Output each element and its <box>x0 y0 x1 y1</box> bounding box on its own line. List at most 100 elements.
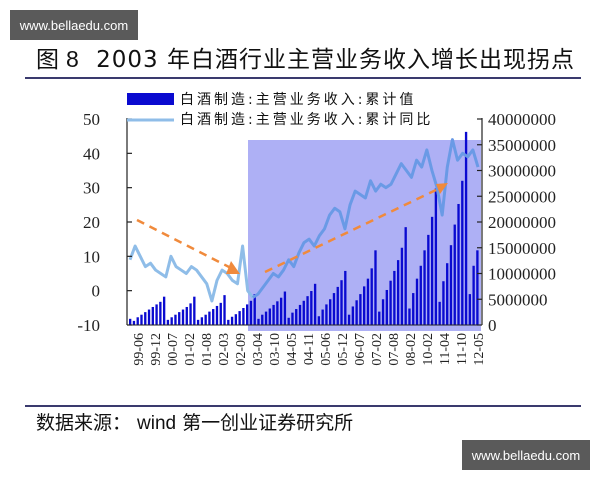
bar <box>336 286 339 325</box>
bar <box>276 301 279 325</box>
right-tick-label: 0 <box>488 316 497 335</box>
bar <box>457 203 460 325</box>
bar <box>193 296 196 325</box>
legend-bar-label: 白酒制造:主营业务收入:累计值 <box>180 92 416 108</box>
bar <box>234 314 238 325</box>
up-arrow-head <box>436 183 448 194</box>
bar <box>340 280 343 325</box>
x-tick-label: 02-09 <box>234 333 249 366</box>
bar <box>264 311 268 325</box>
line-series-pre <box>128 244 255 303</box>
x-tick-label: 04-05 <box>285 333 300 366</box>
bar <box>249 300 253 325</box>
source-org: 第一创业证券研究所 <box>182 412 354 434</box>
bar <box>283 291 287 325</box>
x-tick-label: 07-02 <box>370 333 385 366</box>
bar <box>227 319 230 325</box>
x-tick-label: 10-02 <box>421 333 436 366</box>
left-tick-label: 0 <box>92 282 101 301</box>
figure-label: 图 <box>36 47 60 73</box>
x-tick-label: 05-12 <box>336 333 351 366</box>
bar <box>347 314 351 325</box>
bar <box>279 297 283 325</box>
legend-line-label: 白酒制造:主营业务收入:累计同比 <box>180 112 433 128</box>
left-axis-ticks: 50 40 30 20 10 0 -10 <box>77 110 132 335</box>
bar <box>363 286 366 325</box>
x-tick-label: 99-12 <box>149 333 164 366</box>
bar <box>268 308 271 325</box>
bar <box>355 300 358 325</box>
bar <box>291 312 294 325</box>
source-rule <box>25 405 581 407</box>
left-tick-label: 40 <box>83 144 100 163</box>
right-tick-label: 20000000 <box>488 213 556 232</box>
x-tick-label: 04-11 <box>302 333 317 365</box>
trend-arrows <box>136 183 448 274</box>
legend-bar-swatch <box>127 93 174 105</box>
bar <box>261 314 264 325</box>
bar <box>408 308 411 325</box>
bar <box>461 180 464 325</box>
bar <box>374 250 377 325</box>
bar <box>404 227 407 325</box>
bar <box>159 301 162 325</box>
bar <box>381 299 385 325</box>
bar <box>181 309 185 325</box>
title-rule <box>25 77 581 79</box>
bar <box>238 311 241 325</box>
bar <box>321 309 324 325</box>
left-tick-label: 50 <box>83 110 100 129</box>
x-tick-label: 11-10 <box>455 333 470 365</box>
down-arrow-head <box>226 261 240 274</box>
bar <box>140 314 143 325</box>
bar <box>415 278 419 325</box>
x-tick-label: 11-04 <box>438 333 453 365</box>
x-tick-label: 01-08 <box>200 333 215 366</box>
bar <box>419 265 422 325</box>
right-tick-label: 5000000 <box>488 290 548 309</box>
bar <box>396 260 400 325</box>
left-tick-label: -10 <box>77 316 100 335</box>
right-tick-label: 15000000 <box>488 239 556 258</box>
source-prefix: 数据来源： <box>36 412 132 434</box>
right-tick-label: 35000000 <box>488 136 556 155</box>
bar <box>170 317 173 325</box>
bar <box>215 305 219 325</box>
bar <box>219 302 222 325</box>
left-tick-label: 10 <box>83 247 100 266</box>
right-tick-label: 30000000 <box>488 162 556 181</box>
bar <box>246 304 249 325</box>
bar <box>136 317 139 325</box>
source-note: 数据来源： wind 第一创业证券研究所 <box>36 408 353 435</box>
bar <box>427 234 430 325</box>
bar <box>132 320 136 325</box>
bar <box>162 296 166 325</box>
bar <box>472 265 475 325</box>
x-tick-label: 05-06 <box>319 333 334 366</box>
bar <box>344 270 347 325</box>
bar <box>257 318 260 325</box>
bar <box>359 294 362 325</box>
bar <box>332 293 336 325</box>
x-tick-label: 01-02 <box>183 333 198 366</box>
bar <box>302 300 305 325</box>
bar <box>389 280 392 325</box>
watermark-bottom: www.bellaedu.com <box>462 440 590 470</box>
bar <box>155 304 158 325</box>
bar <box>212 309 215 325</box>
right-axis-ticks: 40000000 35000000 30000000 25000000 20000000… <box>477 110 556 335</box>
bar <box>378 311 381 325</box>
watermark-top: www.bellaedu.com <box>10 10 138 40</box>
bar <box>393 270 396 325</box>
bar <box>329 299 332 325</box>
bar <box>253 294 256 325</box>
bar <box>189 303 192 325</box>
bar <box>464 131 468 325</box>
bar <box>298 304 302 325</box>
bar <box>453 224 456 325</box>
bar <box>287 317 290 325</box>
x-tick-label: 03-10 <box>268 333 283 366</box>
bar <box>185 306 188 325</box>
right-tick-label: 40000000 <box>488 110 556 129</box>
bar <box>272 304 275 325</box>
